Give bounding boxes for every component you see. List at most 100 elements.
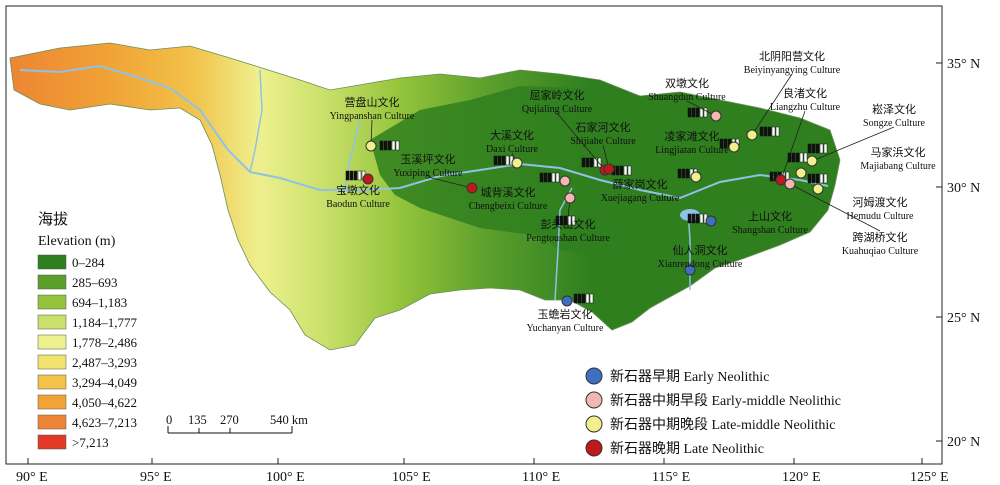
x-tick-label: 95° E: [140, 470, 172, 485]
phase-bar-cell: [357, 170, 362, 181]
phase-bar-cell: [345, 170, 350, 181]
phase-bar-cell: [505, 155, 510, 166]
scale-bar: 0 135 270 540 km: [166, 413, 308, 434]
site-marker: [466, 182, 478, 194]
site-lingjiatan-culture: 凌家滩文化 Lingjiatan Culture: [655, 129, 740, 156]
phase-bar-cell: [543, 172, 548, 183]
site-marker: [795, 167, 807, 179]
phase-bar-cell: [811, 173, 816, 184]
elevation-swatch: [37, 334, 67, 350]
elevation-class-label: >7,213: [72, 435, 109, 450]
elevation-class-label: 4,050–4,622: [72, 395, 137, 410]
elevation-legend-title-en: Elevation (m): [38, 234, 116, 249]
phase-bar-cell: [501, 155, 506, 166]
site-marker: [728, 141, 740, 153]
x-tick-label: 125° E: [910, 470, 949, 485]
site-name-en: Yuchanyan Culture: [527, 323, 604, 334]
site-name-en: Daxi Culture: [486, 144, 538, 155]
site-name-cn: 跨湖桥文化: [853, 230, 908, 244]
phase-bar-cell: [497, 155, 502, 166]
elevation-legend: 海拔 Elevation (m) 0–284 285–693 694–1,183 1,…: [37, 210, 138, 450]
main-river: [19, 64, 829, 200]
site-name-cn: 玉蟾岩文化: [538, 307, 593, 321]
phase-bar-cell: [723, 138, 728, 149]
leader-line: [556, 112, 606, 171]
phase-bar-cell: [559, 215, 564, 226]
site-name-en: Shangshan Culture: [732, 225, 808, 236]
elevation-class-label: 2,487–3,293: [72, 355, 137, 370]
site-marker: [705, 215, 717, 227]
site-name-en: Liangzhu Culture: [770, 102, 841, 113]
period-label: 新石器中期早段 Early-middle Neolithic: [610, 393, 841, 409]
site-name-cn: 良渚文化: [783, 86, 827, 100]
site-name-cn: 河姆渡文化: [853, 195, 908, 209]
elevation-swatch: [37, 414, 67, 430]
elevation-swatch: [37, 374, 67, 390]
phase-bar-cell: [791, 152, 796, 163]
site-baodun-culture: 宝墩文化 Baodun Culture: [326, 170, 390, 210]
y-tick-label: 25° N: [947, 311, 980, 326]
site-marker: [806, 155, 818, 167]
period-legend: 新石器早期 Early Neolithic 新石器中期早段 Early-middl…: [585, 367, 841, 457]
phase-bar-cell: [819, 143, 824, 154]
period-label: 新石器中期晚段 Late-middle Neolithic: [610, 417, 836, 433]
phase-bar-cell: [803, 152, 808, 163]
site-yingpanshan-culture: 营盘山文化 Yingpanshan Culture: [330, 95, 415, 152]
x-tick-label: 105° E: [392, 470, 431, 485]
phase-bar-cell: [349, 170, 354, 181]
phase-bar-cell: [581, 157, 586, 168]
phase-bar-cell: [787, 152, 792, 163]
site-name-en: Chengbeixi Culture: [469, 201, 548, 212]
phase-bar-cell: [573, 293, 578, 304]
site-name-en: Pengtoushan Culture: [526, 233, 610, 244]
site-name-en: Lingjiatan Culture: [655, 145, 729, 156]
period-marker: [585, 367, 603, 385]
site-name-en: Songze Culture: [863, 118, 925, 129]
elevation-class-label: 1,184–1,777: [72, 315, 138, 330]
site-name-en: Xuejiagang Culture: [601, 193, 680, 204]
site-name-cn: 马家浜文化: [871, 145, 926, 159]
elevation-swatch: [37, 274, 67, 290]
site-name-en: Yingpanshan Culture: [330, 111, 415, 122]
site-marker: [784, 178, 796, 190]
site-marker: [559, 175, 571, 187]
phase-bar-cell: [571, 215, 576, 226]
site-name-en: Kuahuqiao Culture: [842, 246, 919, 257]
site-daxi-culture: 大溪文化 Daxi Culture: [486, 128, 539, 169]
site-name-cn: 宝墩文化: [336, 183, 380, 197]
x-tick-label: 110° E: [522, 470, 560, 485]
site-marker: [365, 140, 377, 152]
site-kuahuqiao-culture: 跨湖桥文化 Kuahuqiao Culture: [784, 178, 919, 257]
phase-bar-cell: [719, 138, 724, 149]
phase-bar-cell: [763, 126, 768, 137]
site-xianrendong-culture: 仙人洞文化 Xianrendong Culture: [658, 243, 743, 276]
site-marker: [564, 192, 576, 204]
phase-bar-cell: [799, 152, 804, 163]
phase-bar-cell: [567, 215, 572, 226]
elevation-swatch: [37, 314, 67, 330]
phase-bar-cell: [759, 126, 764, 137]
scale-label-270: 270: [220, 413, 239, 427]
site-hemudu-culture: 河姆渡文化 Hemudu Culture: [807, 173, 914, 222]
site-majiabang-culture: 马家浜文化 Majiabang Culture: [787, 145, 936, 179]
scale-label-0: 0: [166, 413, 172, 427]
elevation-swatch: [37, 294, 67, 310]
elevation-class-label: 694–1,183: [72, 295, 127, 310]
site-name-en: Yuxiping Culture: [393, 168, 463, 179]
site-name-cn: 北阴阳营文化: [759, 49, 825, 63]
site-name-en: Baodun Culture: [326, 199, 390, 210]
phase-bar-cell: [795, 152, 800, 163]
site-name-cn: 双墩文化: [665, 76, 709, 90]
period-marker: [585, 391, 603, 409]
site-name-cn: 薛家岗文化: [613, 177, 668, 191]
phase-bar-cell: [819, 173, 824, 184]
x-tick-label: 120° E: [782, 470, 821, 485]
site-marker: [362, 173, 374, 185]
leader-line: [811, 126, 895, 162]
site-name-cn: 石家河文化: [576, 120, 631, 134]
site-name-cn: 凌家滩文化: [665, 129, 720, 143]
site-yuchanyan-culture: 玉蟾岩文化 Yuchanyan Culture: [527, 293, 604, 334]
phase-bar-cell: [615, 165, 620, 176]
eastern-lowland: [370, 86, 834, 270]
site-name-en: Shuangdun Culture: [648, 92, 726, 103]
